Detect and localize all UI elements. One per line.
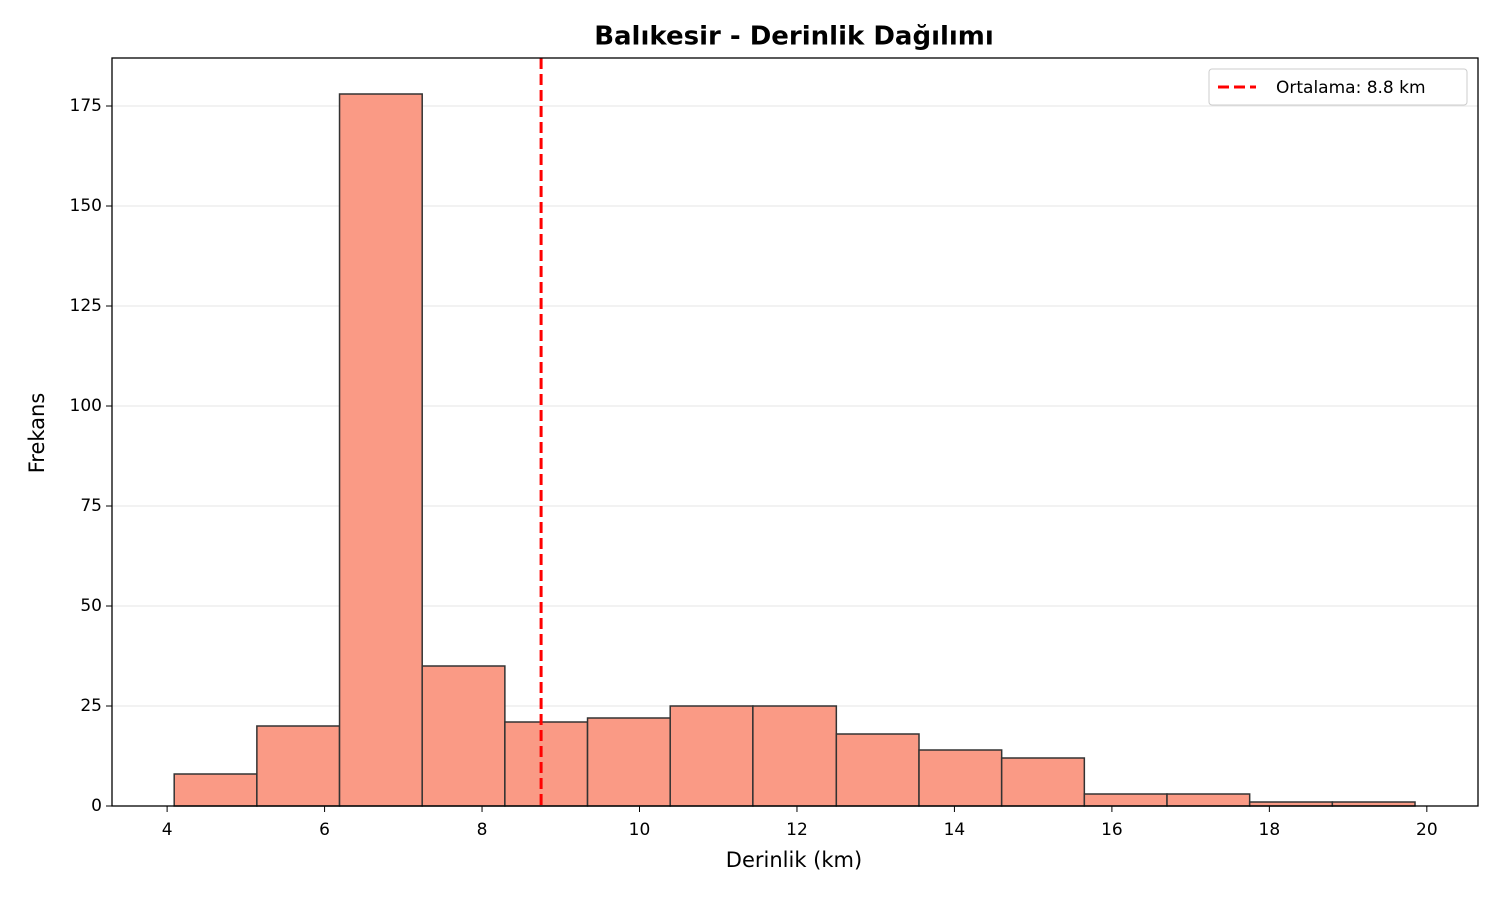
bar	[918, 749, 1003, 807]
x-tick-label: 4	[162, 820, 173, 840]
bar	[1083, 793, 1168, 807]
x-tick-label: 10	[629, 820, 651, 840]
x-axis-label: Derinlik (km)	[726, 848, 862, 872]
y-tick-label: 100	[70, 396, 102, 416]
bar	[256, 725, 341, 807]
bar	[835, 733, 920, 807]
bar	[1000, 757, 1086, 807]
y-tick-label: 75	[80, 496, 102, 516]
x-tick-label: 12	[786, 820, 808, 840]
y-tick-label: 150	[70, 196, 102, 216]
legend-label: Ortalama: 8.8 km	[1276, 78, 1426, 98]
x-tick-label: 18	[1259, 820, 1281, 840]
bar	[752, 705, 838, 807]
x-tick-label: 6	[319, 820, 330, 840]
chart-title: Balıkesir - Derinlik Dağılımı	[594, 22, 994, 52]
plot-frame	[111, 57, 1479, 807]
bar	[421, 665, 506, 807]
x-tick-label: 20	[1416, 820, 1438, 840]
y-tick-label: 125	[70, 296, 102, 316]
bar	[669, 705, 754, 807]
y-tick-label: 0	[91, 796, 102, 816]
bar	[173, 773, 258, 807]
bar	[1166, 793, 1251, 807]
x-tick-label: 14	[944, 820, 966, 840]
y-axis-label: Frekans	[25, 393, 49, 474]
y-tick-label: 175	[70, 96, 102, 116]
x-tick-label: 8	[477, 820, 488, 840]
y-tick-label: 50	[80, 596, 102, 616]
x-tick-label: 16	[1101, 820, 1123, 840]
bar	[504, 721, 589, 807]
legend-box	[1208, 68, 1468, 106]
y-tick-label: 25	[80, 696, 102, 716]
bar	[338, 93, 423, 807]
bar	[586, 717, 671, 807]
